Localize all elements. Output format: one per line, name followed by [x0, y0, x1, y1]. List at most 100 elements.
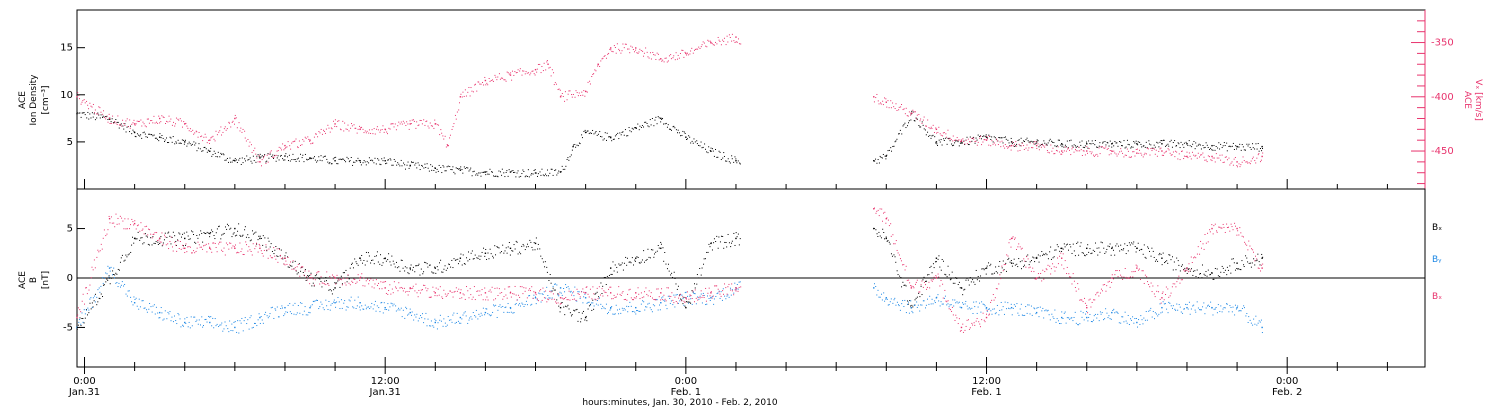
by-sample: [84, 313, 86, 315]
vx-sample: [475, 83, 477, 85]
vx-sample: [478, 81, 480, 83]
by-sample: [912, 312, 914, 314]
bx-sample: [471, 250, 473, 252]
density-sample: [483, 171, 485, 173]
density-sample: [155, 137, 157, 139]
bx-sample: [1151, 247, 1153, 249]
density-sample: [1205, 142, 1207, 144]
vx-sample: [910, 114, 912, 116]
by-sample: [94, 301, 96, 303]
density-sample: [286, 156, 288, 158]
by-sample: [111, 274, 113, 276]
density-sample: [1028, 141, 1030, 143]
density-sample: [937, 144, 939, 146]
bz-sample: [286, 263, 288, 265]
by-sample: [91, 307, 93, 309]
bz-sample: [1221, 227, 1223, 229]
vx-sample: [88, 108, 90, 110]
density-sample: [1045, 143, 1047, 145]
bx-sample: [1116, 243, 1118, 245]
by-sample: [1043, 317, 1045, 319]
bx-sample: [1245, 255, 1247, 257]
density-sample: [882, 153, 884, 155]
bx-sample: [647, 248, 649, 250]
density-sample: [975, 137, 977, 139]
by-sample: [1029, 313, 1031, 315]
vx-sample: [263, 155, 265, 157]
bx-sample: [334, 282, 336, 284]
density-sample: [1187, 144, 1189, 146]
bx-sample: [904, 284, 906, 286]
bz-sample: [1082, 301, 1084, 303]
vx-sample: [150, 120, 152, 122]
vx-sample: [386, 131, 388, 133]
bx-sample: [237, 230, 239, 232]
bz-sample: [1234, 225, 1236, 227]
bz-sample: [385, 292, 387, 294]
vx-sample: [587, 81, 589, 83]
density-sample: [392, 164, 394, 166]
density-sample: [611, 140, 613, 142]
vx-sample: [108, 113, 110, 115]
by-sample: [1252, 324, 1254, 326]
bz-point: [133, 222, 136, 225]
by-sample: [934, 300, 936, 302]
vx-sample: [482, 81, 484, 83]
bz-sample: [1232, 229, 1234, 231]
bx-sample: [116, 273, 118, 275]
vx-point: [76, 96, 78, 98]
vx-sample: [420, 119, 422, 121]
bz-sample: [1046, 269, 1048, 271]
bz-sample: [1255, 255, 1257, 257]
bz-sample: [143, 233, 145, 235]
by-sample: [356, 305, 358, 307]
by-sample: [642, 300, 644, 302]
density-sample: [684, 132, 686, 134]
by-sample: [586, 302, 588, 304]
bx-point: [985, 267, 988, 269]
bx-sample: [998, 265, 1000, 267]
bx-sample: [322, 277, 324, 279]
bx-sample: [226, 228, 228, 230]
density-sample: [550, 168, 552, 170]
by-sample: [728, 296, 730, 298]
bx-sample: [361, 254, 363, 256]
by-sample: [461, 318, 463, 320]
bx-sample: [566, 306, 568, 308]
vx-sample: [624, 43, 626, 45]
bx-sample: [1050, 246, 1052, 248]
bx-sample: [273, 253, 275, 255]
bx-point: [559, 306, 562, 309]
vx-sample: [558, 88, 560, 90]
by-sample: [893, 299, 895, 301]
bz-sample: [690, 295, 692, 297]
bx-sample: [467, 260, 469, 262]
bz-sample: [406, 290, 408, 292]
density-point: [133, 131, 136, 134]
bx-sample: [434, 266, 436, 268]
by-sample: [161, 312, 163, 314]
vx-sample: [184, 123, 186, 125]
by-sample: [1134, 318, 1136, 320]
vx-sample: [183, 121, 185, 123]
density-sample: [661, 118, 663, 120]
density-sample: [645, 121, 647, 123]
by-sample: [398, 307, 400, 309]
bx-sample: [143, 242, 145, 244]
bx-sample: [899, 275, 901, 277]
by-sample: [582, 302, 584, 304]
bz-sample: [262, 255, 264, 257]
bz-sample: [521, 286, 523, 288]
vx-sample: [446, 144, 448, 146]
vx-sample: [612, 51, 614, 53]
bz-sample: [401, 287, 403, 289]
density-sample: [1049, 138, 1051, 140]
vx-sample: [1001, 140, 1003, 142]
bx-sample: [193, 234, 195, 236]
b-legend: Bₓ Bᵧ Bₓ: [1432, 223, 1442, 302]
by-sample: [162, 319, 164, 321]
by-sample: [1180, 311, 1182, 313]
density-sample: [898, 133, 900, 135]
density-sample: [322, 156, 324, 158]
by-sample: [916, 301, 918, 303]
